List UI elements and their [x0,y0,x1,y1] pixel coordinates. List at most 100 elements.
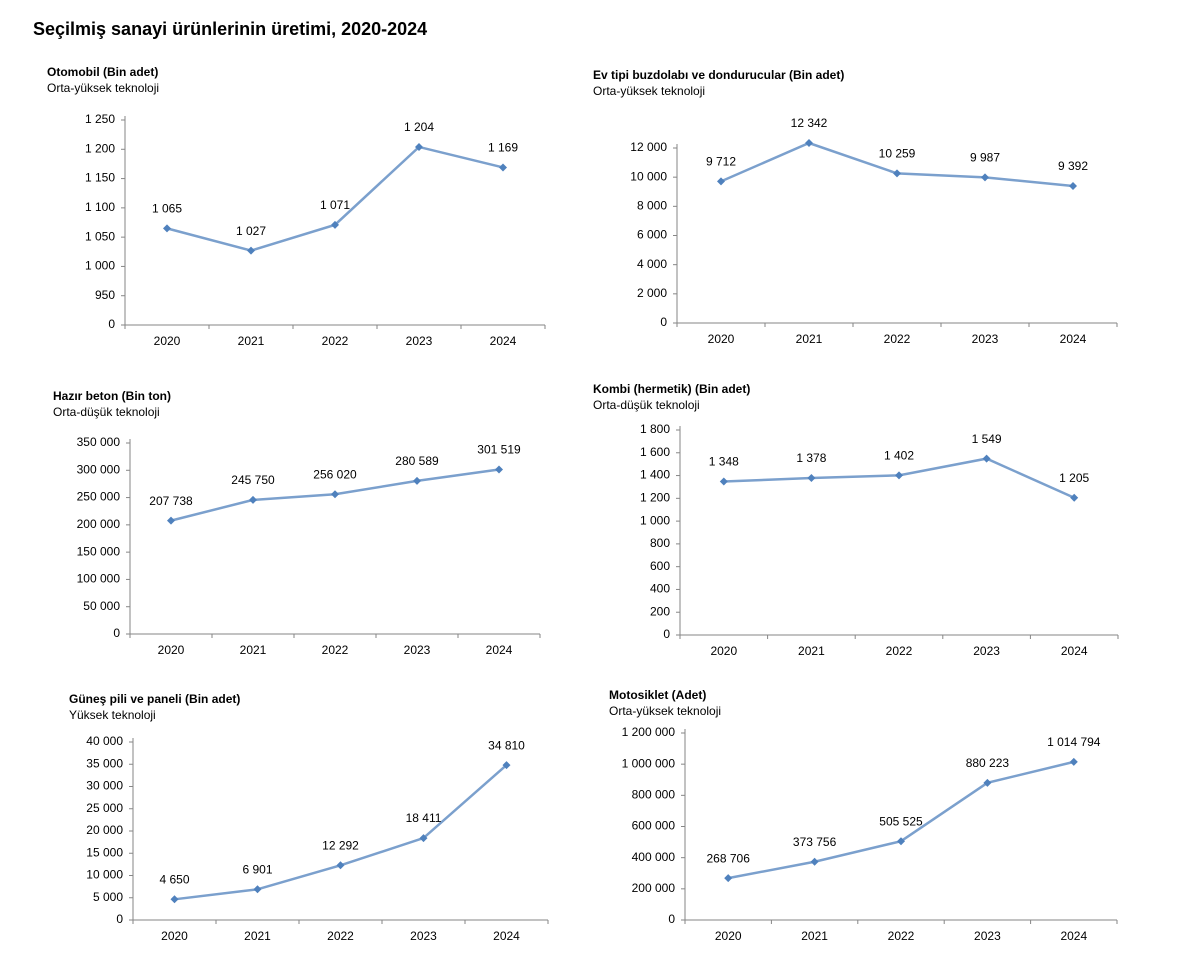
data-label: 880 223 [966,756,1010,770]
data-label: 1 348 [709,455,739,469]
y-tick-label: 2 000 [637,286,667,300]
data-label: 9 987 [970,151,1000,165]
y-tick-label: 0 [660,315,667,329]
y-tick-label: 1 250 [85,112,115,126]
y-tick-label: 800 [650,536,670,550]
data-point [413,476,421,485]
data-label: 6 901 [242,862,272,876]
page-title: Seçilmiş sanayi ürünlerinin üretimi, 202… [33,19,427,39]
x-tick-label: 2020 [710,644,737,658]
y-tick-label: 5 000 [93,890,123,904]
y-tick-label: 1 800 [640,422,670,436]
y-tick-label: 200 000 [77,517,121,531]
x-tick-label: 2020 [708,332,735,346]
data-label: 245 750 [231,473,275,487]
x-tick-label: 2024 [493,929,520,943]
x-tick-label: 2023 [410,929,437,943]
data-point [810,857,819,866]
data-label: 34 810 [488,738,525,752]
y-tick-label: 1 000 000 [622,756,676,770]
y-tick-label: 400 000 [632,850,676,864]
y-tick-label: 200 [650,604,670,618]
y-tick-label: 35 000 [86,756,123,770]
y-tick-label: 950 [95,288,115,302]
y-tick-label: 40 000 [86,734,123,748]
data-point [807,474,816,483]
y-tick-label: 50 000 [83,599,120,613]
y-tick-label: 25 000 [86,801,123,815]
data-point [805,139,813,148]
y-tick-label: 1 100 [85,200,115,214]
data-point [724,874,733,883]
y-tick-label: 1 400 [640,468,670,482]
data-point [167,516,175,525]
y-tick-label: 600 000 [632,819,676,833]
data-point [502,761,511,770]
data-label: 10 259 [879,147,916,161]
chart-subtitle: Orta-düşük teknoloji [53,405,160,419]
y-tick-label: 1 200 [85,141,115,155]
data-point [247,246,255,255]
y-tick-label: 0 [663,627,670,641]
data-label: 1 014 794 [1047,735,1101,749]
data-point [253,885,262,894]
y-tick-label: 0 [108,317,115,331]
chart-title: Hazır beton (Bin ton) [53,389,171,403]
x-tick-label: 2021 [798,644,825,658]
data-point [336,861,345,870]
y-tick-label: 1 000 [640,513,670,527]
chart-subtitle: Yüksek teknoloji [69,708,156,722]
y-tick-label: 0 [668,912,675,926]
data-label: 1 204 [404,120,434,134]
data-label: 1 065 [152,202,182,216]
data-point [163,224,171,233]
x-tick-label: 2020 [715,929,742,943]
y-tick-label: 300 000 [77,462,121,476]
y-tick-label: 400 [650,582,670,596]
line-series [174,764,508,901]
x-tick-label: 2024 [1061,644,1088,658]
x-tick-label: 2020 [161,929,188,943]
x-tick-label: 2023 [404,643,431,657]
y-tick-label: 0 [116,912,123,926]
x-tick-label: 2024 [1060,332,1087,346]
data-point [1069,182,1077,191]
data-label: 12 342 [791,116,828,130]
data-point [897,837,905,846]
data-point [331,220,339,229]
x-tick-label: 2022 [322,334,349,348]
y-tick-label: 6 000 [637,228,667,242]
x-tick-label: 2021 [244,929,271,943]
data-point [415,142,423,151]
y-tick-label: 20 000 [86,823,123,837]
x-tick-label: 2024 [486,643,513,657]
x-tick-label: 2021 [801,929,828,943]
x-tick-label: 2023 [972,332,999,346]
x-tick-label: 2021 [240,643,267,657]
y-tick-label: 15 000 [86,845,123,859]
data-point [982,454,991,463]
y-tick-label: 200 000 [632,881,676,895]
x-tick-label: 2021 [238,334,265,348]
data-label: 1 402 [884,448,914,462]
data-point [495,465,503,474]
y-tick-label: 30 000 [86,779,123,793]
data-point [895,471,903,480]
chart-subtitle: Orta-yüksek teknoloji [593,84,705,98]
data-label: 1 027 [236,224,266,238]
x-tick-label: 2022 [327,929,354,943]
y-tick-label: 100 000 [77,572,121,586]
data-label: 280 589 [395,454,439,468]
data-label: 505 525 [879,814,923,828]
x-tick-label: 2022 [888,929,915,943]
x-tick-label: 2022 [322,643,349,657]
x-tick-label: 2022 [886,644,913,658]
y-tick-label: 1 600 [640,445,670,459]
y-tick-label: 0 [113,626,120,640]
data-point [1070,493,1079,502]
chart-subtitle: Orta-yüksek teknoloji [47,81,159,95]
x-tick-label: 2024 [490,334,517,348]
y-tick-label: 800 000 [632,788,676,802]
x-tick-label: 2020 [158,643,185,657]
